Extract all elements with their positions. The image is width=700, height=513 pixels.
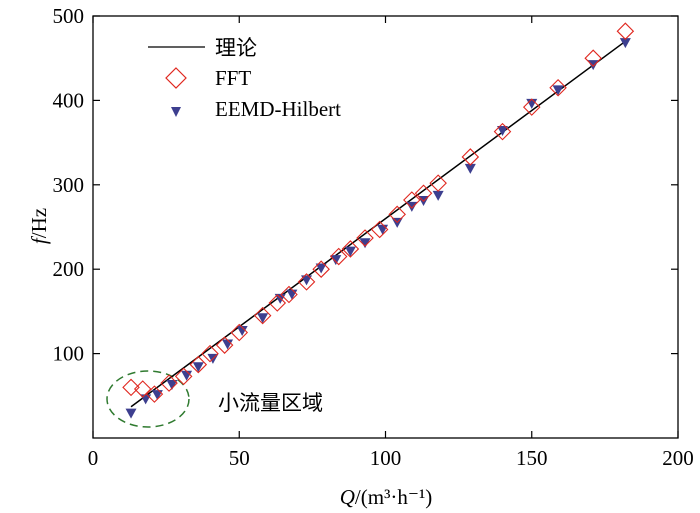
legend-fft-marker xyxy=(165,67,187,89)
fft-point-3 xyxy=(160,374,178,392)
small-flow-ellipse xyxy=(106,370,190,428)
annotation-label: 小流量区域 xyxy=(218,391,323,415)
fft-point-10 xyxy=(268,294,287,312)
eemd-point-25 xyxy=(552,85,564,96)
fft-point-7 xyxy=(215,336,234,354)
axis-ticks xyxy=(92,15,679,438)
fft-point-1 xyxy=(133,380,152,398)
eemd-point-3 xyxy=(166,379,178,390)
eemd-point-16 xyxy=(359,238,371,249)
fft-point-26 xyxy=(584,49,602,67)
fft-point-20 xyxy=(414,184,433,203)
fft-point-21 xyxy=(429,174,447,192)
legend-eemd-label: EEMD-Hilbert xyxy=(215,97,341,121)
fft-point-18 xyxy=(388,205,406,224)
eemd-point-21 xyxy=(432,190,444,201)
eemd-point-26 xyxy=(587,60,599,71)
fft-point-5 xyxy=(189,355,208,374)
y-axis-label: f/Hz xyxy=(27,208,51,244)
series-layer xyxy=(122,22,635,419)
eemd-point-13 xyxy=(315,263,327,274)
fft-point-4 xyxy=(174,367,193,386)
eemd-point-4 xyxy=(181,370,193,381)
fft-point-6 xyxy=(201,344,219,363)
fft-point-13 xyxy=(312,260,330,278)
eemd-point-19 xyxy=(406,201,418,212)
fft-point-14 xyxy=(329,247,348,266)
y-axis-variable: f xyxy=(27,235,51,244)
eemd-point-23 xyxy=(497,125,508,136)
legend-fft-label: FFT xyxy=(215,66,251,90)
eemd-point-14 xyxy=(330,255,342,266)
y-tick-label-4: 500 xyxy=(53,4,85,28)
eemd-point-5 xyxy=(192,362,204,373)
fft-point-12 xyxy=(297,273,316,291)
eemd-point-2 xyxy=(151,390,163,401)
fft-point-25 xyxy=(549,78,567,97)
eemd-point-27 xyxy=(619,38,631,49)
legend: 理论 FFT EEMD-Hilbert xyxy=(148,36,341,121)
x-tick-label-4: 200 xyxy=(662,446,694,470)
fft-point-17 xyxy=(370,220,389,239)
eemd-point-17 xyxy=(377,224,389,235)
y-tick-label-3: 400 xyxy=(53,88,85,112)
fft-point-23 xyxy=(493,122,512,141)
eemd-point-8 xyxy=(236,325,248,336)
eemd-point-15 xyxy=(344,246,356,257)
y-tick-label-0: 100 xyxy=(53,342,85,366)
legend-theory-label: 理论 xyxy=(215,36,257,60)
fft-point-8 xyxy=(230,323,249,342)
y-axis-unit: /Hz xyxy=(27,208,51,238)
legend-eemd-marker xyxy=(171,107,181,117)
eemd-point-12 xyxy=(301,275,313,286)
fft-point-2 xyxy=(145,385,164,403)
x-axis-label: Q/(m³·h⁻¹) xyxy=(340,485,433,509)
axis-tick-labels: 0 50 100 150 200 100 200 300 400 500 xyxy=(53,4,694,470)
fft-point-9 xyxy=(253,306,272,325)
fft-point-22 xyxy=(461,148,480,166)
x-tick-label-3: 150 xyxy=(516,446,548,470)
eemd-point-0 xyxy=(125,408,137,419)
eemd-point-7 xyxy=(222,339,234,350)
fft-point-16 xyxy=(356,229,374,247)
x-tick-label-2: 100 xyxy=(370,446,402,470)
x-axis-variable: Q xyxy=(340,485,355,509)
eemd-point-22 xyxy=(464,163,476,174)
x-tick-label-0: 0 xyxy=(88,446,99,470)
fft-point-27 xyxy=(616,22,635,40)
series-theory-line xyxy=(130,40,626,408)
eemd-point-11 xyxy=(286,289,298,300)
y-tick-label-1: 200 xyxy=(53,257,85,281)
fft-point-19 xyxy=(403,191,421,209)
fft-point-11 xyxy=(280,285,298,304)
x-tick-label-1: 50 xyxy=(229,446,250,470)
eemd-point-9 xyxy=(257,313,269,324)
fft-point-15 xyxy=(341,240,360,258)
x-axis-unit: /(m³·h⁻¹) xyxy=(355,485,432,509)
fft-point-24 xyxy=(522,98,541,116)
y-tick-label-2: 300 xyxy=(53,173,85,197)
fft-point-0 xyxy=(122,378,140,397)
